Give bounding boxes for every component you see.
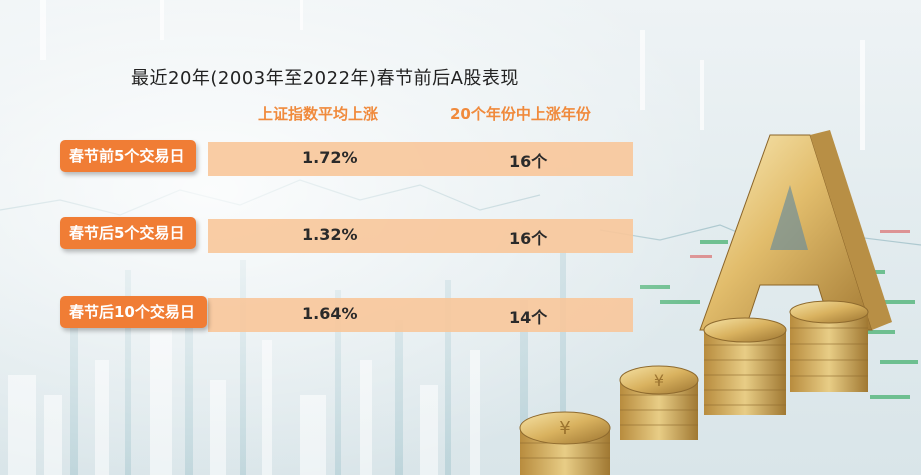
table-row: 春节后10个交易日 1.64% 14个	[60, 296, 633, 332]
row-band	[208, 298, 633, 332]
table-row: 春节前5个交易日 1.72% 16个	[60, 140, 633, 176]
infographic-title: 最近20年(2003年至2022年)春节前后A股表现	[131, 68, 519, 89]
row-band	[208, 219, 633, 253]
row-label: 春节前5个交易日	[60, 140, 197, 172]
column-header-rising-years: 20个年份中上涨年份	[450, 105, 591, 123]
avg-rise-value: 1.64%	[302, 304, 358, 323]
rising-years-value: 14个	[509, 308, 548, 327]
rising-years-value: 16个	[509, 152, 548, 171]
rising-years-value: 16个	[509, 229, 548, 248]
avg-rise-value: 1.72%	[302, 148, 358, 167]
avg-rise-value: 1.32%	[302, 225, 358, 244]
row-band	[208, 142, 633, 176]
row-label: 春节后5个交易日	[60, 217, 197, 249]
table-row: 春节后5个交易日 1.32% 16个	[60, 217, 633, 253]
row-label: 春节后10个交易日	[60, 296, 207, 328]
column-header-avg-rise: 上证指数平均上涨	[258, 105, 379, 123]
